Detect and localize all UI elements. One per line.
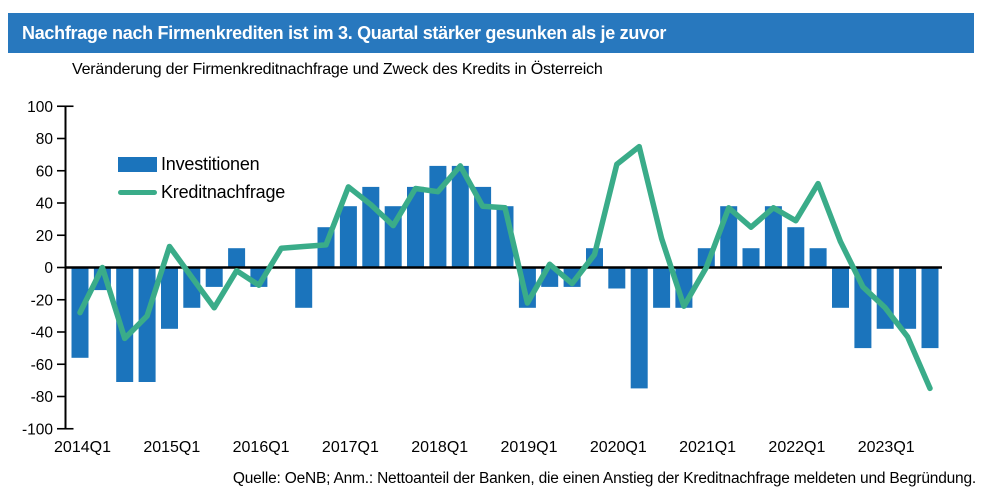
x-tick-label: 2023Q1	[858, 439, 915, 456]
bar-2023Q3	[921, 267, 939, 349]
bar-2020Q2	[630, 267, 648, 389]
bar-2023Q2	[899, 267, 917, 329]
chart-legend: Investitionen Kreditnachfrage	[118, 154, 285, 203]
bar-2022Q3	[832, 267, 849, 308]
bar-2021Q3	[742, 248, 760, 268]
source-note: Quelle: OeNB; Anm.: Nettoanteil der Bank…	[232, 470, 976, 487]
page-title: Nachfrage nach Firmenkrediten ist im 3. …	[22, 22, 667, 43]
bar-2021Q4	[764, 206, 782, 268]
y-tick-label: 40	[36, 196, 54, 213]
line-series-swatch-icon	[118, 190, 157, 195]
bar-2014Q3	[116, 267, 134, 382]
y-tick-label: 60	[36, 163, 54, 180]
chart-subtitle: Veränderung der Firmenkreditnachfrage un…	[72, 61, 603, 78]
y-tick-label: 80	[36, 131, 54, 148]
y-tick-label: -80	[31, 389, 54, 406]
x-tick-label: 2014Q1	[54, 439, 111, 456]
x-tick-label: 2018Q1	[411, 439, 468, 456]
x-tick-label: 2015Q1	[143, 439, 200, 456]
y-tick-label: 0	[44, 260, 53, 277]
y-tick-label: -100	[22, 421, 53, 438]
kreditnachfrage-line	[77, 143, 933, 392]
y-tick-label: -20	[31, 292, 54, 309]
bar-2015Q1	[161, 267, 178, 329]
bar-2022Q2	[809, 248, 827, 268]
bar-2017Q4	[407, 186, 424, 268]
title-banner: Nachfrage nach Firmenkrediten ist im 3. …	[8, 13, 974, 53]
bar-2022Q1	[787, 227, 805, 268]
legend-item-kreditnachfrage: Kreditnachfrage	[118, 182, 285, 203]
bar-2015Q2	[183, 267, 201, 308]
bar-2020Q1	[608, 267, 626, 289]
y-tick-label: -40	[31, 325, 54, 342]
legend-bar-label: Investitionen	[161, 154, 260, 174]
bar-2017Q1	[339, 206, 357, 268]
bar-2018Q2	[451, 165, 469, 268]
bar-2020Q3	[653, 267, 671, 308]
x-tick-label: 2016Q1	[233, 439, 290, 456]
y-tick-label: 100	[27, 99, 53, 116]
x-tick-label: 2020Q1	[590, 439, 647, 456]
bar-2016Q3	[295, 267, 313, 308]
y-tick-label: -60	[31, 357, 54, 374]
x-tick-label: 2017Q1	[322, 439, 379, 456]
x-tick-label: 2022Q1	[768, 439, 825, 456]
legend-line-label: Kreditnachfrage	[161, 182, 286, 202]
x-tick-label: 2019Q1	[501, 439, 558, 456]
bar-2015Q3	[205, 267, 223, 287]
x-tick-label: 2021Q1	[679, 439, 736, 456]
bar-series-swatch-icon	[118, 157, 157, 172]
y-tick-label: 20	[36, 228, 54, 245]
legend-item-investitionen: Investitionen	[118, 154, 285, 175]
bar-2015Q4	[228, 248, 246, 268]
